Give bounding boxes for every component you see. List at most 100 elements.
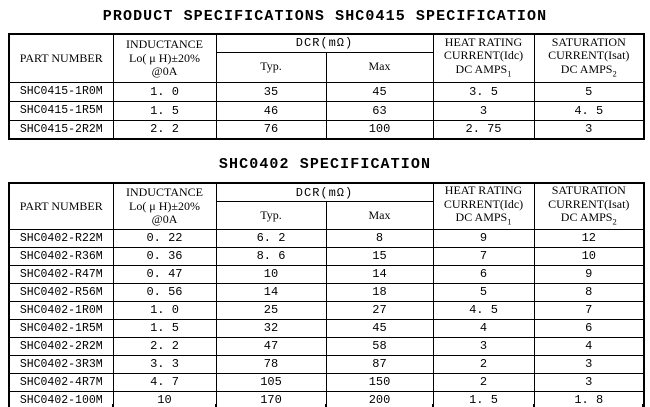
shc0402-spec-table: PART NUMBER INDUCTANCE Lo( μ H)±20% @0A … [8,182,646,407]
col-header-dcr: DCR(mΩ) [215,182,434,203]
table-row: SHC0402-R22M 0. 22 6. 2 8 9 12 [8,228,645,248]
header-line: Lo( μ H)±20% [128,198,200,213]
cell-max: 45 [325,81,434,102]
cell-typ: 10 [215,264,327,284]
cell-inductance: 3. 3 [112,354,217,374]
subscript: 2 [612,68,617,79]
table-row: SHC0402-100M 10 170 200 1. 5 1. 8 [8,390,645,407]
cell-max: 8 [325,228,434,248]
cell-max: 58 [325,336,434,356]
table-border-stub [325,404,326,407]
cell-max: 18 [325,282,434,302]
header-line: DC AMPS2 [560,210,617,227]
cell-inductance: 1. 0 [112,81,217,102]
col-header-saturation: SATURATION CURRENT(Isat) DC AMPS2 [533,182,645,230]
cell-heat: 3 [432,100,535,121]
col-header-inductance: INDUCTANCE Lo( μ H)±20% @0A [112,33,217,83]
cell-part: SHC0415-1R5M [8,100,114,121]
cell-typ: 76 [215,119,327,140]
cell-inductance: 4. 7 [112,372,217,392]
cell-max: 150 [325,372,434,392]
cell-heat: 6 [432,264,535,284]
table-row: SHC0402-R36M 0. 36 8. 6 15 7 10 [8,246,645,266]
cell-part: SHC0402-R47M [8,264,114,284]
header-line: @0A [151,64,178,78]
cell-typ: 46 [215,100,327,121]
header-line: DC AMPS1 [455,61,512,79]
section-title-shc0402: SHC0402 SPECIFICATION [218,156,432,173]
cell-heat: 5 [432,282,535,302]
cell-sat: 4 [533,336,645,356]
cell-inductance: 0. 47 [112,264,217,284]
cell-heat: 4. 5 [432,300,535,320]
cell-sat: 8 [533,282,645,302]
cell-typ: 105 [215,372,327,392]
header-line: SATURATION [551,183,626,197]
cell-sat: 1. 8 [533,390,645,407]
cell-typ: 8. 6 [215,246,327,266]
col-header-saturation: SATURATION CURRENT(Isat) DC AMPS2 [533,33,645,83]
cell-part: SHC0402-R56M [8,282,114,302]
cell-sat: 9 [533,264,645,284]
shc0415-spec-table: PART NUMBER INDUCTANCE Lo( μ H)±20% @0A … [8,33,646,140]
cell-max: 87 [325,354,434,374]
subscript: 1 [507,216,512,227]
header-line: Lo( μ H)±20% [128,50,200,65]
subscript: 2 [612,216,617,227]
table-border-stub [432,404,433,407]
cell-typ: 25 [215,300,327,320]
cell-heat: 9 [432,228,535,248]
table-row: SHC0402-4R7M 4. 7 105 150 2 3 [8,372,645,392]
cell-max: 63 [325,100,434,121]
header-line: CURRENT(Idc) [443,196,524,211]
cell-part: SHC0402-4R7M [8,372,114,392]
cell-max: 45 [325,318,434,338]
cell-typ: 14 [215,282,327,302]
header-line: INDUCTANCE [125,37,204,51]
table-border-stub [8,404,9,407]
cell-sat: 3 [533,354,645,374]
header-line: CURRENT(Isat) [548,48,630,63]
header-line: CURRENT(Isat) [548,196,630,211]
cell-heat: 3. 5 [432,81,535,102]
cell-inductance: 2. 2 [112,119,217,140]
table-row: SHC0402-R47M 0. 47 10 14 6 9 [8,264,645,284]
table-row: SHC0415-2R2M 2. 2 76 100 2. 75 3 [8,119,645,140]
cell-max: 100 [325,119,434,140]
cell-heat: 4 [432,318,535,338]
cell-inductance: 1. 5 [112,318,217,338]
table-border-stub [642,404,643,407]
cell-inductance: 1. 5 [112,100,217,121]
col-header-typ: Typ. [215,201,327,230]
header-line: SATURATION [551,34,626,49]
cell-max: 200 [325,390,434,407]
cell-sat: 6 [533,318,645,338]
header-line: @0A [151,212,178,227]
cell-part: SHC0402-R22M [8,228,114,248]
cell-inductance: 0. 56 [112,282,217,302]
cell-sat: 12 [533,228,645,248]
header-line: HEAT RATING [444,183,523,197]
cell-sat: 3 [533,119,645,140]
cell-max: 27 [325,300,434,320]
header-line: CURRENT(Idc) [443,48,524,63]
header-line: DC AMPS1 [455,210,512,227]
table-border-stub [112,404,113,407]
table-row: SHC0402-2R2M 2. 2 47 58 3 4 [8,336,645,356]
table-row: SHC0415-1R5M 1. 5 46 63 3 4. 5 [8,100,645,121]
table-border-stub [215,404,216,407]
cell-inductance: 10 [112,390,217,407]
col-header-max: Max [325,51,434,83]
cell-part: SHC0415-2R2M [8,119,114,140]
cell-part: SHC0402-1R5M [8,318,114,338]
cell-sat: 10 [533,246,645,266]
cell-part: SHC0402-3R3M [8,354,114,374]
cell-typ: 35 [215,81,327,102]
cell-sat: 7 [533,300,645,320]
cell-typ: 47 [215,336,327,356]
table-border-stub [533,404,534,407]
col-header-heat-rating: HEAT RATING CURRENT(Idc) DC AMPS1 [432,33,535,83]
